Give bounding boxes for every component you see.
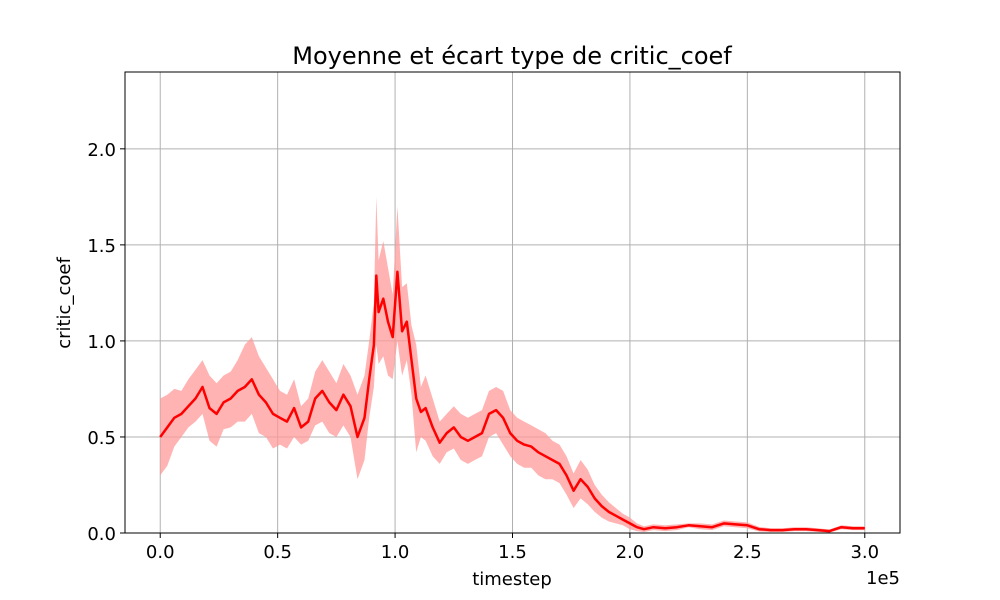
- x-axis-ticks: 0.0 0.5 1.0 1.5 2.0 2.5 3.0: [146, 533, 879, 563]
- x-axis-label: timestep: [472, 569, 552, 590]
- y-tick-label: 2.0: [87, 140, 116, 161]
- mean-line: [159, 270, 865, 533]
- x-tick-label: 1.0: [381, 542, 410, 563]
- y-tick-label: 1.5: [87, 236, 116, 257]
- x-tick-label: 2.5: [733, 542, 762, 563]
- y-axis-label: critic_coef: [54, 257, 75, 349]
- x-tick-label: 0.5: [263, 542, 292, 563]
- x-tick-label: 3.0: [850, 542, 879, 563]
- x-tick-label: 2.0: [616, 542, 645, 563]
- y-axis-ticks: 0.0 0.5 1.0 1.5 2.0: [87, 140, 125, 545]
- chart-title: Moyenne et écart type de critic_coef: [292, 42, 732, 70]
- x-axis-offset-label: 1e5: [866, 568, 900, 589]
- x-tick-label: 1.5: [498, 542, 527, 563]
- y-tick-label: 0.0: [87, 524, 116, 545]
- y-tick-label: 1.0: [87, 332, 116, 353]
- y-tick-label: 0.5: [87, 428, 116, 449]
- x-tick-label: 0.0: [146, 542, 175, 563]
